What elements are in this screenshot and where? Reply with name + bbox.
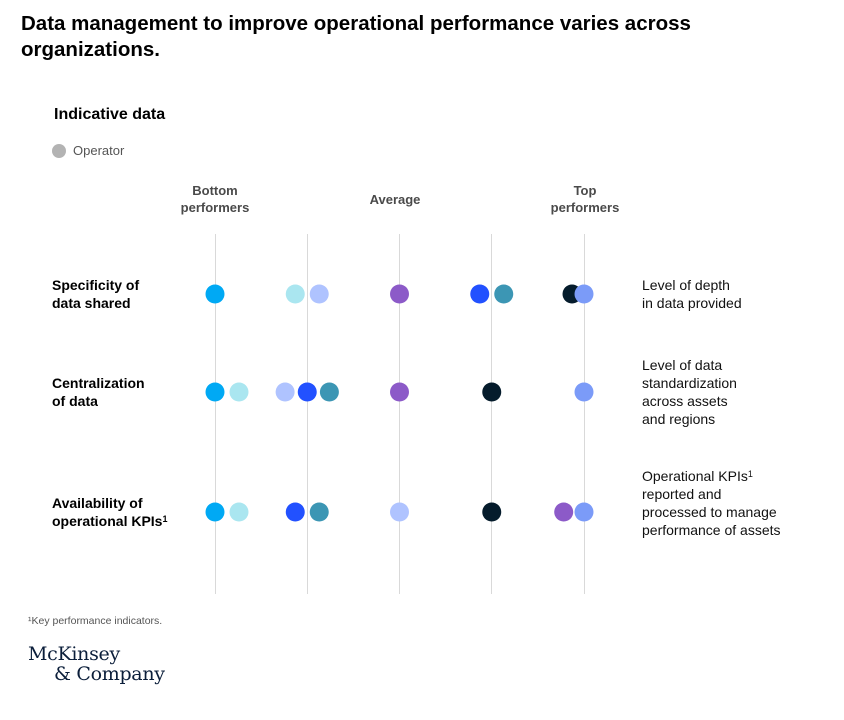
row-description-centralization: Level of data standardization across ass… [642,357,737,427]
operator-dot-row3-7 [554,502,574,522]
row-description-availability: Operational KPIs1 reported and processed… [642,467,781,539]
operator-dot-row2-6 [390,382,409,402]
operator-dot-row1-1 [205,284,225,304]
row-description-availability-sup: 1 [747,469,753,479]
logo-line2: & Company [54,663,165,685]
operator-dot-row3-3 [285,502,305,522]
column-header-top: Top performers [550,183,620,215]
column-header-average: Average [369,192,421,207]
operator-dot-row3-8 [574,502,594,522]
gridline-1 [215,234,216,594]
operator-dot-row3-6 [482,502,502,522]
row-label-centralization: Centralization of data [52,375,145,409]
operator-dot-row3-4 [309,502,329,522]
row-description-specificity: Level of depth in data provided [642,277,742,311]
operator-dot-row1-8 [574,284,594,304]
row-label-availability: Availability of operational KPIs1 [52,494,167,530]
row-description-availability-line1: Operational KPIs [642,468,748,484]
footnote: ¹Key performance indicators. [28,615,163,627]
row-label-availability-sup: 1 [162,514,168,524]
operator-dot-row2-1 [205,382,225,402]
gridline-4 [491,234,492,594]
operator-dot-row1-5 [470,284,490,304]
operator-dot-row1-2 [285,284,305,304]
operator-dot-row3-2 [229,502,249,522]
mckinsey-logo: McKinsey & Company [28,644,165,684]
legend-operator-label: Operator [73,143,125,158]
operator-dot-row2-8 [574,382,594,402]
gridline-5 [584,234,585,594]
operator-dot-row3-1 [205,502,225,522]
operator-dot-row3-5 [390,502,409,522]
legend-operator-dot [52,143,66,158]
gridline-3 [399,234,400,594]
operator-dot-row2-2 [229,382,249,402]
chart-subtitle: Indicative data [54,106,166,123]
operator-dot-row2-4 [297,382,317,402]
row-label-specificity: Specificity of data shared [52,277,140,311]
row-label-availability-text: Availability of operational KPIs [52,495,163,529]
chart-title: Data management to improve operational p… [21,12,691,61]
column-header-bottom: Bottom performers [180,183,250,215]
operator-dot-row2-5 [319,382,339,402]
gridline-2 [307,234,308,594]
operator-dot-row2-3 [275,382,295,402]
legend: Operator [52,143,124,158]
row-description-availability-rest: reported and processed to manage perform… [642,486,781,538]
operator-dot-row1-6 [494,284,514,304]
operator-dot-row1-3 [309,284,329,304]
operator-dot-row2-7 [482,382,502,402]
operator-dot-row1-4 [390,284,409,304]
logo-line1: McKinsey [28,643,120,665]
